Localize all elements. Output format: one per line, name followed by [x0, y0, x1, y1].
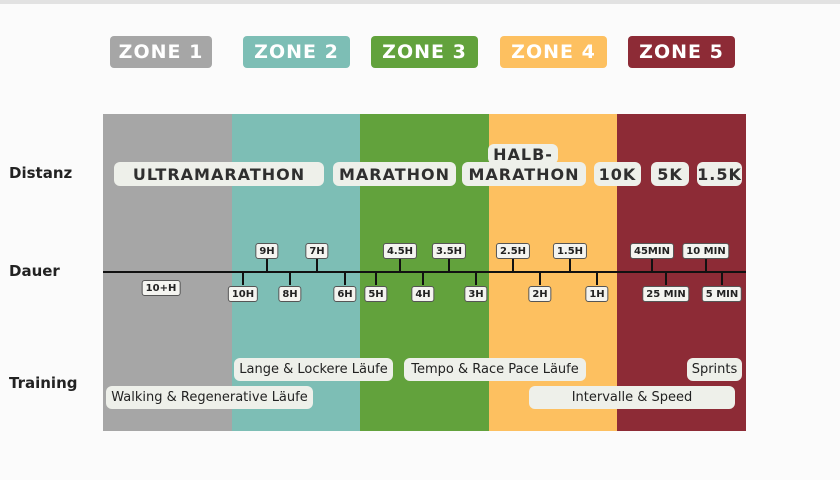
- tick: [596, 271, 598, 285]
- duration-label: 6H: [333, 286, 357, 302]
- tick: [344, 271, 346, 285]
- tick: [448, 259, 450, 273]
- row-label: Dauer: [9, 262, 60, 280]
- distance-pill: MARATHON: [333, 162, 456, 186]
- zone-badge: ZONE 4: [500, 36, 607, 68]
- duration-label: 45MIN: [630, 243, 674, 259]
- duration-label: 2.5H: [495, 243, 531, 259]
- duration-label: 5H: [364, 286, 388, 302]
- duration-label: 4.5H: [382, 243, 418, 259]
- duration-label: 1.5H: [552, 243, 588, 259]
- training-pill: Intervalle & Speed: [529, 386, 735, 409]
- row-label: Distanz: [9, 164, 73, 182]
- tick: [399, 259, 401, 273]
- tick: [266, 259, 268, 273]
- tick: [705, 259, 707, 273]
- tick: [539, 271, 541, 285]
- zone-badge: ZONE 3: [371, 36, 478, 68]
- distance-pill: ULTRAMARATHON: [114, 162, 324, 186]
- training-pill: Walking & Regenerative Läufe: [106, 386, 313, 409]
- training-pill: Tempo & Race Pace Läufe: [404, 358, 586, 381]
- zone-badge: ZONE 1: [110, 36, 212, 68]
- distance-pill: MARATHON: [462, 162, 586, 186]
- tick: [422, 271, 424, 285]
- duration-label: 9H: [255, 243, 279, 259]
- duration-label: 8H: [278, 286, 302, 302]
- tick: [375, 271, 377, 285]
- tick: [721, 271, 723, 285]
- duration-label: 25 MIN: [642, 286, 690, 302]
- tick: [475, 271, 477, 285]
- distance-pill: 1.5K: [697, 162, 742, 186]
- distance-pill: HALB-: [488, 144, 558, 164]
- tick: [569, 259, 571, 273]
- duration-label: 5 MIN: [701, 286, 743, 302]
- training-pill: Lange & Lockere Läufe: [234, 358, 393, 381]
- tick: [316, 259, 318, 273]
- duration-label: 1H: [585, 286, 609, 302]
- timeline: [103, 271, 746, 273]
- duration-label: 10H: [227, 286, 259, 302]
- tick: [242, 271, 244, 285]
- duration-label: 7H: [305, 243, 329, 259]
- tick: [512, 259, 514, 273]
- duration-label: 3H: [464, 286, 488, 302]
- tick: [289, 271, 291, 285]
- duration-label: 3.5H: [431, 243, 467, 259]
- duration-label: 10+H: [141, 280, 181, 296]
- duration-label: 4H: [411, 286, 435, 302]
- zone-badge: ZONE 5: [628, 36, 735, 68]
- training-pill: Sprints: [687, 358, 742, 381]
- tick: [651, 259, 653, 273]
- tick: [665, 271, 667, 285]
- duration-label: 10 MIN: [682, 243, 730, 259]
- duration-label: 2H: [528, 286, 552, 302]
- distance-pill: 5K: [651, 162, 689, 186]
- zone-badge: ZONE 2: [243, 36, 350, 68]
- row-label: Training: [9, 374, 78, 392]
- distance-pill: 10K: [594, 162, 641, 186]
